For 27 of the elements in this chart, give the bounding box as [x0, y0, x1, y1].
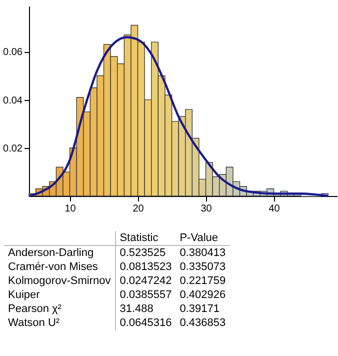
x-tick-label: 20 — [132, 204, 144, 214]
text: 0.0645316 — [115, 316, 176, 330]
text: 31.488 — [115, 302, 176, 316]
text: P-Value — [176, 231, 230, 246]
x-tick-label: 40 — [268, 204, 280, 214]
text: 0.0385557 — [115, 288, 176, 302]
text: Kolmogorov-Smirnov — [7, 274, 112, 288]
y-tick-label: 0.06 — [3, 47, 23, 58]
text: 0.402926 — [178, 288, 227, 302]
y-tick-label: 0.02 — [3, 143, 23, 154]
text: 0.380413 — [178, 246, 227, 260]
text: Cramér-von Mises — [7, 260, 99, 274]
text: 0.0813523 — [115, 260, 176, 274]
text: Watson U² — [7, 316, 61, 330]
text: 0.39171 — [178, 302, 220, 316]
text: Anderson-Darling — [7, 246, 95, 260]
text: Pearson χ² — [7, 302, 62, 316]
text: 0.0247242 — [115, 274, 176, 288]
text: Kuiper — [7, 288, 41, 302]
text: Statistic — [115, 231, 176, 246]
y-tick-label: 0.04 — [3, 95, 23, 106]
text: 0.523525 — [115, 246, 176, 260]
text: 0.335073 — [178, 260, 227, 274]
x-tick-label: 10 — [64, 204, 76, 214]
text: 0.221759 — [178, 274, 227, 288]
text: 0.436853 — [178, 316, 227, 330]
x-tick-label: 30 — [200, 204, 212, 214]
